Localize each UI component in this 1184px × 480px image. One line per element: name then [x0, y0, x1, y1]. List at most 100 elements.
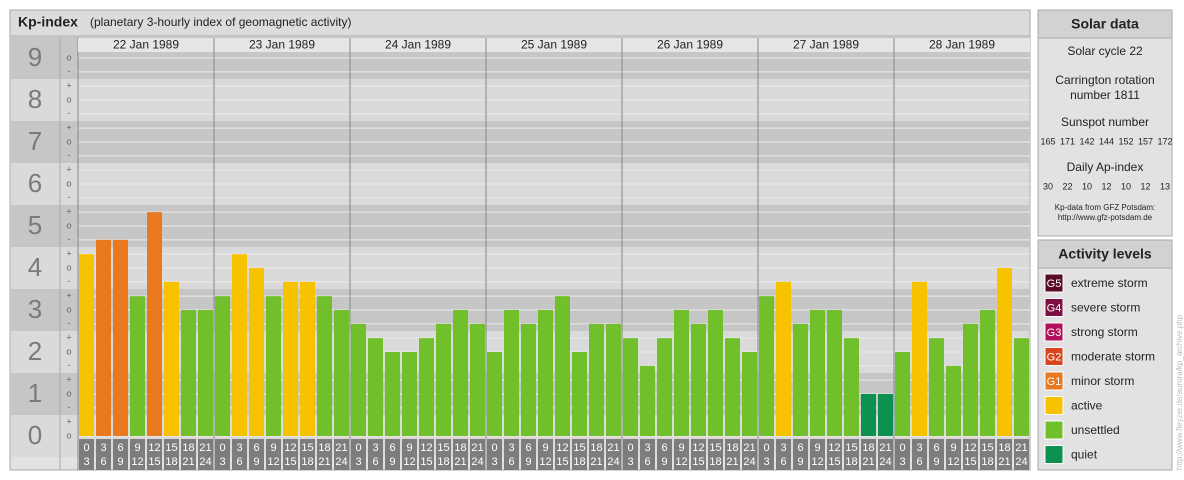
x-label-box	[946, 439, 961, 470]
watermark: http://www.fleyzer.de/aurora/kp_archive.…	[1175, 314, 1184, 470]
x-label-box	[504, 439, 519, 470]
x-tick-label: 15	[692, 456, 704, 468]
legend-swatch	[1044, 273, 1064, 293]
x-tick-label: 3	[355, 456, 361, 468]
x-tick-label: 6	[525, 442, 531, 454]
bar	[487, 352, 502, 436]
x-tick-label: 24	[335, 456, 347, 468]
legend-title-bar	[1037, 239, 1173, 269]
minor-tick-label: o	[66, 388, 71, 398]
x-label-box	[198, 439, 213, 470]
minor-tick-label: -	[68, 234, 71, 244]
x-tick-label: 15	[284, 456, 296, 468]
x-tick-label: 9	[814, 442, 820, 454]
minor-tick-label: o	[66, 262, 71, 272]
x-label-box	[708, 439, 723, 470]
bar	[79, 254, 94, 436]
x-label-box	[436, 439, 451, 470]
bar	[606, 323, 621, 436]
x-tick-label: 18	[318, 442, 330, 454]
y-tick-label: 8	[28, 84, 42, 114]
x-label-box	[810, 439, 825, 470]
minor-tick-label: +	[66, 207, 71, 217]
x-tick-label: 21	[1015, 442, 1027, 454]
x-tick-label: 18	[590, 442, 602, 454]
solar-title: Solar data	[1071, 16, 1139, 32]
minor-tick-label: +	[66, 165, 71, 175]
x-tick-label: 12	[539, 456, 551, 468]
x-label-box	[419, 439, 434, 470]
x-label-box	[572, 439, 587, 470]
x-label-box	[980, 439, 995, 470]
y-tick-label: 2	[28, 336, 42, 366]
x-tick-label: 3	[236, 442, 242, 454]
chart-subtitle: (planetary 3-hourly index of geomagnetic…	[90, 15, 351, 29]
x-tick-label: 15	[828, 456, 840, 468]
x-tick-label: 9	[678, 442, 684, 454]
minor-tick-label: -	[68, 150, 71, 160]
x-label-box	[79, 439, 94, 470]
legend-label: active	[1071, 399, 1103, 413]
chart-title: Kp-index	[18, 14, 78, 30]
bar	[402, 352, 417, 436]
carrington-line: number 1811	[1070, 88, 1140, 102]
sunspot-value: 171	[1060, 136, 1075, 146]
x-label-box	[232, 439, 247, 470]
solar-title-bar	[1037, 9, 1173, 39]
minor-tick-label: -	[68, 192, 71, 202]
ap-value: 22	[1062, 181, 1072, 191]
bar	[470, 323, 485, 436]
x-tick-label: 21	[199, 442, 211, 454]
x-tick-label: 9	[406, 442, 412, 454]
bar	[912, 281, 927, 436]
bar	[113, 239, 128, 436]
x-tick-label: 18	[454, 442, 466, 454]
x-label-box	[606, 439, 621, 470]
bar	[844, 338, 859, 436]
x-label-box	[640, 439, 655, 470]
bar	[266, 296, 281, 436]
x-tick-label: 3	[899, 456, 905, 468]
x-label-box	[742, 439, 757, 470]
x-tick-label: 9	[253, 456, 259, 468]
ap-title: Daily Ap-index	[1067, 160, 1144, 174]
x-tick-label: 15	[165, 442, 177, 454]
day-label: 27 Jan 1989	[793, 38, 859, 52]
x-tick-label: 24	[743, 456, 755, 468]
bar	[793, 323, 808, 436]
x-tick-label: 9	[117, 456, 123, 468]
x-tick-label: 18	[862, 442, 874, 454]
x-tick-label: 15	[437, 442, 449, 454]
x-tick-label: 12	[675, 456, 687, 468]
x-label-box	[861, 439, 876, 470]
x-tick-label: 0	[355, 442, 361, 454]
legend-label: moderate storm	[1071, 350, 1155, 364]
x-label-box	[368, 439, 383, 470]
day-label: 22 Jan 1989	[113, 38, 179, 52]
x-label-box	[147, 439, 162, 470]
x-tick-label: 12	[811, 456, 823, 468]
minor-tick-label: +	[66, 249, 71, 259]
x-tick-label: 21	[182, 456, 194, 468]
minor-tick-label: -	[68, 402, 71, 412]
minor-tick-label: -	[68, 276, 71, 286]
x-label-box	[317, 439, 332, 470]
x-tick-label: 9	[389, 456, 395, 468]
bar	[317, 296, 332, 436]
legend-label: minor storm	[1071, 374, 1134, 388]
x-tick-label: 21	[454, 456, 466, 468]
x-tick-label: 12	[964, 442, 976, 454]
legend-swatch	[1044, 371, 1064, 391]
day-label: 23 Jan 1989	[249, 38, 315, 52]
bar	[708, 310, 723, 436]
x-label-box	[827, 439, 842, 470]
legend-badge: G1	[1047, 376, 1062, 388]
minor-tick-label: +	[66, 333, 71, 343]
date-header	[78, 38, 1030, 52]
x-tick-label: 6	[253, 442, 259, 454]
legend-swatch	[1044, 445, 1064, 464]
x-tick-label: 18	[709, 456, 721, 468]
bar	[334, 310, 349, 436]
minor-tick-label: o	[66, 136, 71, 146]
x-label-box	[589, 439, 604, 470]
